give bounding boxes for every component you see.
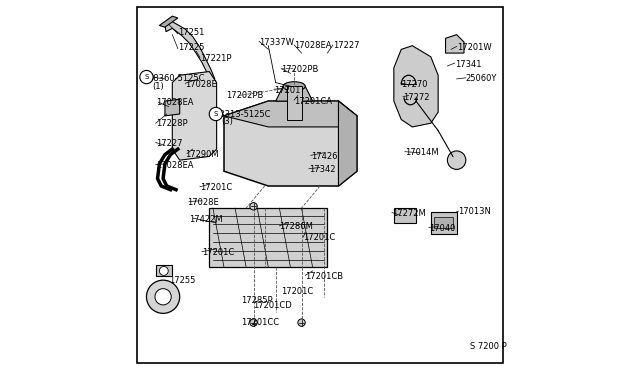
Text: 17028EA: 17028EA [156, 161, 193, 170]
FancyBboxPatch shape [287, 86, 301, 119]
Text: 17201CA: 17201CA [294, 97, 332, 106]
Circle shape [147, 280, 180, 313]
Polygon shape [159, 16, 178, 27]
Circle shape [298, 319, 305, 326]
Circle shape [140, 70, 153, 84]
Text: 17337W: 17337W [259, 38, 294, 46]
Text: 17290M: 17290M [185, 150, 219, 159]
Text: 17201C: 17201C [200, 183, 232, 192]
Circle shape [250, 203, 257, 210]
Text: 17201C: 17201C [202, 248, 234, 257]
Text: 17270: 17270 [401, 80, 428, 89]
Circle shape [209, 108, 223, 121]
Text: 17201W: 17201W [456, 43, 492, 52]
Text: 08313-5125C: 08313-5125C [215, 109, 271, 119]
Text: 17201CD: 17201CD [253, 301, 292, 311]
Text: 17285P: 17285P [241, 296, 272, 305]
Text: 17228P: 17228P [156, 119, 188, 128]
Text: (3): (3) [221, 117, 233, 126]
Polygon shape [445, 35, 464, 53]
Text: 17342: 17342 [309, 165, 335, 174]
Text: 17341: 17341 [455, 60, 481, 69]
Text: S 7200 P: S 7200 P [470, 342, 506, 351]
Text: 17202PB: 17202PB [226, 91, 263, 100]
Text: 17202PB: 17202PB [281, 65, 319, 74]
Circle shape [159, 266, 168, 275]
Text: 17426: 17426 [311, 152, 337, 161]
Polygon shape [431, 212, 456, 234]
Text: 17201CB: 17201CB [305, 272, 343, 281]
Text: 17028EA: 17028EA [156, 99, 193, 108]
Text: 17227: 17227 [156, 139, 182, 148]
Polygon shape [224, 101, 357, 186]
Text: 17286M: 17286M [280, 222, 313, 231]
Text: 17227: 17227 [333, 41, 360, 50]
Text: 17201CC: 17201CC [241, 318, 279, 327]
Text: 17201C: 17201C [281, 287, 314, 296]
Text: 17201: 17201 [274, 86, 300, 94]
Polygon shape [165, 99, 180, 116]
Text: 17014M: 17014M [405, 148, 438, 157]
Text: 17272M: 17272M [392, 209, 426, 218]
Text: 17255: 17255 [168, 276, 195, 285]
Polygon shape [224, 101, 357, 127]
FancyBboxPatch shape [435, 217, 453, 228]
Polygon shape [165, 22, 215, 83]
Text: 17201C: 17201C [303, 233, 335, 242]
Polygon shape [339, 101, 357, 186]
Text: 17028E: 17028E [187, 198, 219, 207]
Text: 17422M: 17422M [189, 215, 223, 224]
Text: 17013N: 17013N [458, 207, 492, 217]
Text: 17028EA: 17028EA [294, 41, 332, 50]
Polygon shape [156, 265, 172, 276]
Text: (1): (1) [152, 82, 164, 91]
Text: 17028E: 17028E [185, 80, 217, 89]
Polygon shape [394, 208, 416, 223]
Polygon shape [172, 71, 216, 160]
Circle shape [155, 289, 172, 305]
Ellipse shape [283, 82, 305, 91]
Text: 08360-5125C: 08360-5125C [148, 74, 205, 83]
Text: S: S [214, 111, 218, 117]
Text: 17225: 17225 [178, 43, 204, 52]
Polygon shape [394, 46, 438, 127]
Polygon shape [276, 86, 312, 101]
Circle shape [447, 151, 466, 169]
Text: S: S [144, 74, 148, 80]
Text: 17251: 17251 [178, 28, 204, 37]
Text: 17040: 17040 [429, 224, 455, 233]
Circle shape [250, 319, 257, 326]
Text: 25060Y: 25060Y [466, 74, 497, 83]
Text: 17221P: 17221P [200, 54, 232, 63]
Polygon shape [209, 208, 328, 267]
Text: 17272: 17272 [403, 93, 429, 102]
